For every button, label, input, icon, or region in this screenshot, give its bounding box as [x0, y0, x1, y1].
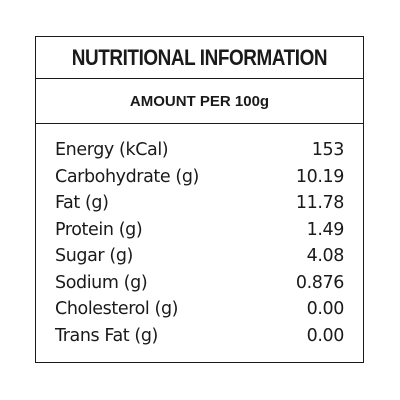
nutrient-row-fat: Fat (g) 11.78 [55, 190, 344, 217]
nutrient-value: 10.19 [295, 166, 345, 187]
nutrient-value: 0.00 [306, 299, 345, 320]
nutrition-label: NUTRITIONAL INFORMATION AMOUNT PER 100g … [35, 36, 364, 363]
nutrient-table: Energy (kCal) 153 Carbohydrate (g) 10.19… [36, 124, 363, 349]
nutrient-value: 153 [311, 140, 345, 161]
nutrient-row-sodium: Sodium (g) 0.876 [55, 270, 344, 297]
nutrient-row-energy: Energy (kCal) 153 [55, 137, 344, 164]
nutrient-name: Cholesterol (g) [55, 299, 179, 320]
nutrient-value: 11.78 [295, 193, 345, 214]
nutrient-name: Energy (kCal) [55, 140, 169, 161]
nutrient-value: 0.00 [306, 325, 345, 346]
nutrient-name: Protein (g) [55, 219, 143, 240]
nutrient-name: Fat (g) [55, 193, 109, 214]
nutrient-row-cholesterol: Cholesterol (g) 0.00 [55, 296, 344, 323]
nutrient-value: 0.876 [295, 272, 345, 293]
nutrient-value: 1.49 [306, 219, 345, 240]
nutrient-row-protein: Protein (g) 1.49 [55, 217, 344, 244]
nutrient-name: Sugar (g) [55, 246, 133, 267]
nutrient-row-sugar: Sugar (g) 4.08 [55, 243, 344, 270]
nutrient-value: 4.08 [306, 246, 345, 267]
label-title: NUTRITIONAL INFORMATION [71, 44, 328, 70]
nutrient-name: Sodium (g) [55, 272, 148, 293]
nutrient-name: Carbohydrate (g) [55, 166, 199, 187]
nutrient-row-carbohydrate: Carbohydrate (g) 10.19 [55, 164, 344, 191]
nutrient-name: Trans Fat (g) [55, 325, 158, 346]
serving-row: AMOUNT PER 100g [36, 79, 363, 124]
title-row: NUTRITIONAL INFORMATION [36, 37, 363, 79]
serving-basis: AMOUNT PER 100g [129, 92, 270, 110]
nutrient-row-trans-fat: Trans Fat (g) 0.00 [55, 323, 344, 350]
